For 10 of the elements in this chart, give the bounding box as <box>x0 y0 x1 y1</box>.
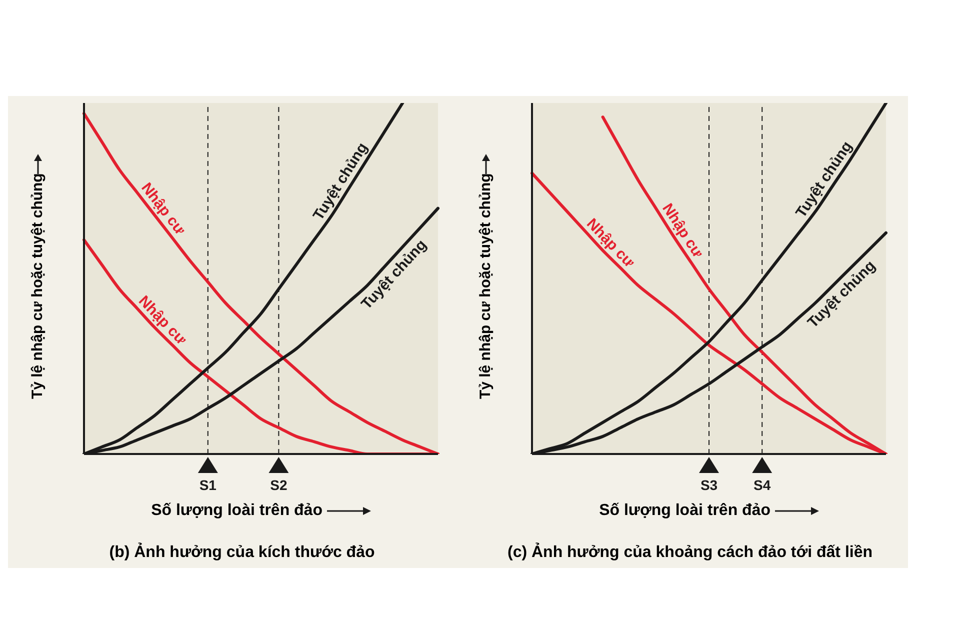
x-tick-label: S2 <box>270 476 288 493</box>
x-tick-label: S3 <box>700 476 718 493</box>
x-axis-title: Số lượng loài trên đảo <box>599 502 770 519</box>
x-tick-label: S4 <box>754 476 771 493</box>
text: (b) Ảnh hưởng của kích thước đảo <box>108 544 376 562</box>
y-axis-title: Tỷ lệ nhập cư hoặc tuyệt chủng <box>28 172 46 399</box>
text: (c) Ảnh hưởng của khoảng cách đảo tới đất liền <box>506 544 874 562</box>
x-axis-title: Số lượng loài trên đảo <box>151 502 322 519</box>
x-tick-label: S1 <box>199 476 217 493</box>
y-axis-title: Tỷ lệ nhập cư hoặc tuyệt chủng <box>476 172 494 399</box>
